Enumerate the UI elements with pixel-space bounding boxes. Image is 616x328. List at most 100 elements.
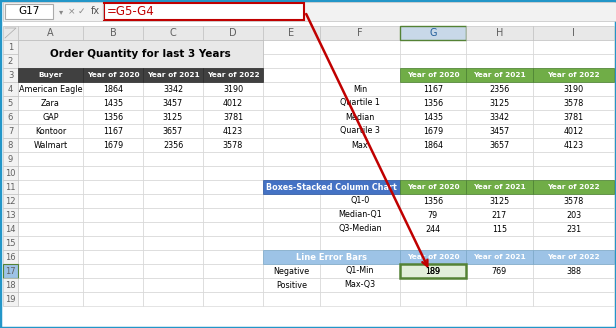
Bar	[83, 222, 143, 236]
Bar	[18, 138, 83, 152]
Bar	[3, 40, 18, 54]
Bar	[466, 292, 533, 306]
Bar	[400, 124, 466, 138]
Bar	[533, 264, 614, 278]
Bar	[143, 208, 203, 222]
Bar	[18, 110, 83, 124]
Bar	[18, 292, 83, 306]
Bar	[533, 236, 614, 250]
Text: 1167: 1167	[103, 127, 123, 135]
Bar	[263, 194, 320, 208]
Bar	[143, 82, 203, 96]
Bar	[18, 208, 83, 222]
Text: 189: 189	[426, 266, 440, 276]
Text: Year of 2021: Year of 2021	[473, 72, 526, 78]
Text: Year of 2020: Year of 2020	[407, 254, 460, 260]
Bar	[320, 138, 400, 152]
Bar	[83, 166, 143, 180]
Bar	[400, 166, 466, 180]
Bar	[203, 292, 263, 306]
Bar	[263, 68, 320, 82]
Bar	[263, 264, 320, 278]
Bar	[203, 96, 263, 110]
Bar	[3, 208, 18, 222]
Bar	[203, 222, 263, 236]
Bar	[400, 264, 466, 278]
Text: Q3-Median: Q3-Median	[338, 224, 382, 234]
Bar	[3, 278, 18, 292]
Text: 2: 2	[8, 56, 13, 66]
Bar	[18, 250, 83, 264]
Bar	[320, 194, 400, 208]
Bar	[320, 110, 400, 124]
Bar	[263, 40, 320, 54]
Bar	[400, 82, 466, 96]
Bar	[143, 292, 203, 306]
Bar	[83, 152, 143, 166]
Text: Max-Q3: Max-Q3	[344, 280, 376, 290]
Text: 3342: 3342	[163, 85, 183, 93]
Bar	[203, 68, 263, 82]
Bar	[83, 208, 143, 222]
Bar	[466, 152, 533, 166]
Bar	[3, 250, 18, 264]
Text: 5: 5	[8, 98, 13, 108]
Bar	[18, 40, 83, 54]
Text: 1679: 1679	[423, 127, 443, 135]
Bar	[18, 96, 83, 110]
Bar	[320, 222, 400, 236]
Text: Year of 2022: Year of 2022	[547, 72, 600, 78]
Bar	[83, 236, 143, 250]
Bar	[533, 110, 614, 124]
Bar	[203, 194, 263, 208]
Bar	[466, 40, 533, 54]
Text: Year of 2022: Year of 2022	[547, 184, 600, 190]
Text: 7: 7	[8, 127, 13, 135]
Bar	[320, 152, 400, 166]
Bar	[143, 138, 203, 152]
Text: GAP: GAP	[43, 113, 59, 121]
Bar	[466, 166, 533, 180]
Text: =G5-G4: =G5-G4	[107, 5, 154, 18]
Bar	[263, 152, 320, 166]
Text: 4123: 4123	[223, 127, 243, 135]
Bar	[320, 208, 400, 222]
Text: 217: 217	[492, 211, 507, 219]
Bar	[466, 68, 533, 82]
Text: 231: 231	[566, 224, 581, 234]
Bar	[533, 152, 614, 166]
Text: 18: 18	[5, 280, 16, 290]
Text: 1679: 1679	[103, 140, 123, 150]
Bar	[400, 194, 466, 208]
Text: Median-Q1: Median-Q1	[338, 211, 382, 219]
Bar	[3, 166, 18, 180]
Bar	[5, 4, 53, 19]
Text: Max: Max	[352, 140, 368, 150]
Bar	[263, 82, 320, 96]
Bar	[400, 236, 466, 250]
Text: 12: 12	[6, 196, 16, 206]
Bar	[320, 250, 400, 264]
Text: 3578: 3578	[564, 98, 583, 108]
Bar	[203, 40, 263, 54]
Text: Year of 2021: Year of 2021	[473, 184, 526, 190]
Bar	[400, 250, 466, 264]
Bar	[83, 264, 143, 278]
Bar	[533, 250, 614, 264]
Bar	[466, 138, 533, 152]
Text: Year of 2022: Year of 2022	[547, 254, 600, 260]
Bar	[3, 68, 18, 82]
Bar	[3, 110, 18, 124]
Bar	[533, 278, 614, 292]
Text: 1864: 1864	[423, 140, 443, 150]
Bar	[320, 166, 400, 180]
Text: H: H	[496, 28, 503, 38]
Bar	[143, 110, 203, 124]
Bar	[320, 124, 400, 138]
Bar	[400, 54, 466, 68]
Bar	[466, 124, 533, 138]
Bar	[533, 82, 614, 96]
Bar	[83, 96, 143, 110]
Text: Order Quantity for last 3 Years: Order Quantity for last 3 Years	[50, 49, 231, 59]
Bar	[143, 68, 203, 82]
